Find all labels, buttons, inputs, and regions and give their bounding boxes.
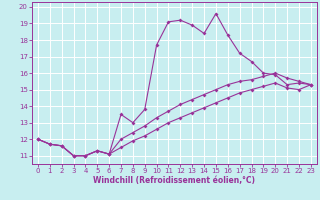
X-axis label: Windchill (Refroidissement éolien,°C): Windchill (Refroidissement éolien,°C)	[93, 176, 255, 185]
